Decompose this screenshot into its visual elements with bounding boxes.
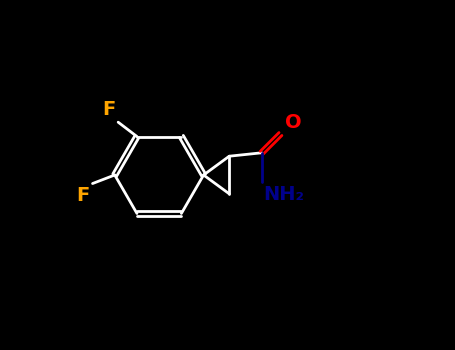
Text: NH₂: NH₂ (263, 185, 304, 204)
Text: F: F (102, 100, 116, 119)
Text: F: F (76, 186, 90, 205)
Text: O: O (284, 113, 301, 132)
